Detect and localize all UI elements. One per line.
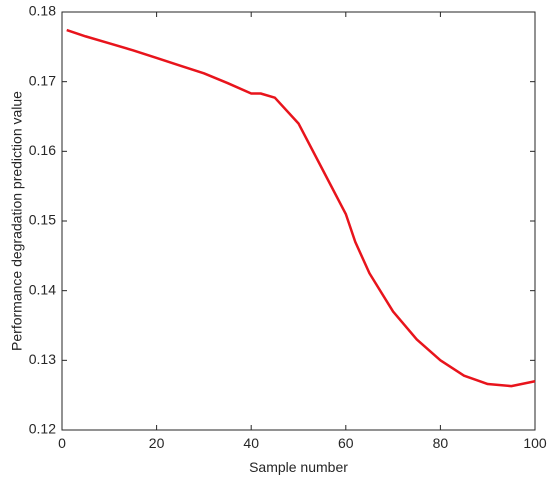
y-tick-label: 0.16	[29, 142, 56, 158]
x-tick-label: 40	[243, 435, 259, 451]
y-tick-label: 0.17	[29, 72, 56, 88]
y-tick-label: 0.18	[29, 3, 56, 19]
x-axis-label: Sample number	[249, 459, 348, 475]
y-tick-label: 0.14	[29, 281, 56, 297]
y-tick-label: 0.15	[29, 212, 56, 228]
x-tick-label: 80	[433, 435, 449, 451]
y-tick-label: 0.13	[29, 351, 56, 367]
x-tick-label: 0	[58, 435, 66, 451]
x-tick-label: 100	[523, 435, 547, 451]
x-tick-label: 60	[338, 435, 354, 451]
y-tick-label: 0.12	[29, 421, 56, 437]
y-axis-label: Performance degradation prediction value	[9, 91, 25, 351]
data-line	[66, 28, 536, 388]
plot-frame	[61, 11, 536, 431]
x-tick-label: 20	[149, 435, 165, 451]
